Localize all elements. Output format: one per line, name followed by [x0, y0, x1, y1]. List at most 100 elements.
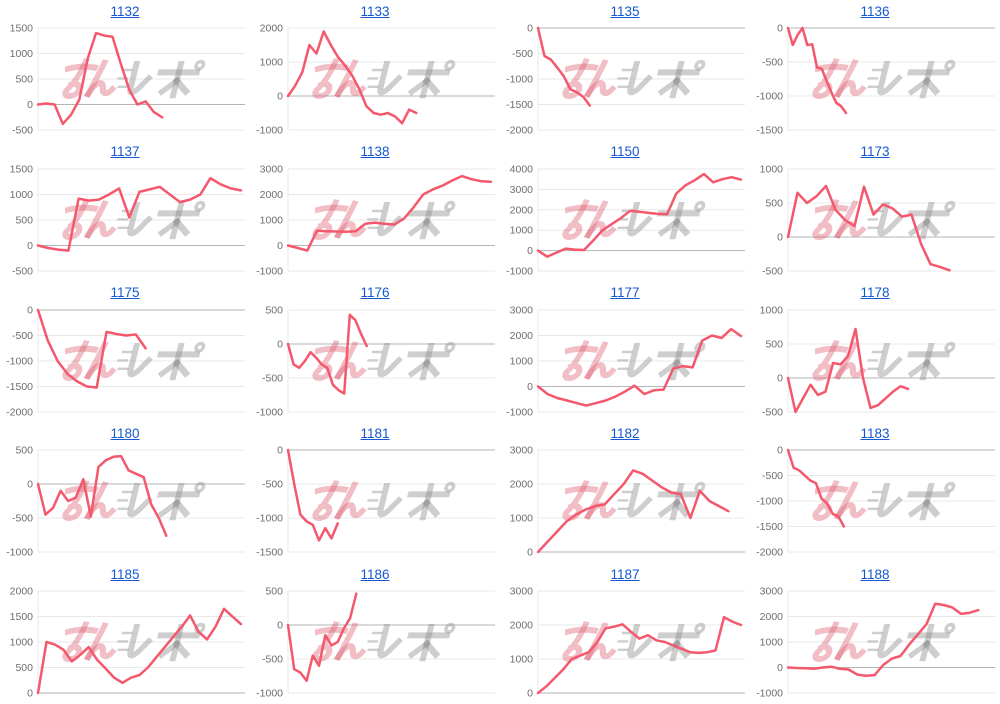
watermark — [62, 58, 206, 99]
chart-title-link-1138[interactable]: 1138 — [360, 144, 390, 160]
svg-text:0: 0 — [27, 688, 33, 700]
svg-text:-1000: -1000 — [506, 265, 533, 277]
svg-text:-1000: -1000 — [256, 406, 283, 418]
chart-title-row: 1180 — [0, 422, 250, 444]
svg-text:0: 0 — [277, 240, 283, 252]
y-axis-labels: 3000 2000 1000 0 — [510, 586, 534, 700]
chart-cell-1178: 1178 1000 500 0 -500 — [750, 282, 1000, 423]
chart-title-link-1177[interactable]: 1177 — [610, 285, 640, 301]
y-axis-labels: 0 -500 -1000 -1500 -2000 — [6, 304, 33, 418]
svg-text:-500: -500 — [762, 406, 783, 418]
svg-text:0: 0 — [27, 240, 33, 252]
svg-text:0: 0 — [277, 445, 283, 457]
data-line — [536, 616, 743, 695]
data-line — [286, 174, 493, 252]
chart-title-row: 1150 — [500, 141, 750, 163]
chart-title-link-1173[interactable]: 1173 — [860, 144, 890, 160]
chart-cell-1185: 1185 2000 1500 1000 500 0 — [0, 563, 250, 704]
watermark — [812, 198, 956, 240]
svg-text:-1000: -1000 — [256, 265, 283, 277]
chart-title-row: 1137 — [0, 141, 250, 163]
svg-text:1000: 1000 — [260, 57, 284, 69]
chart-plot-1181: 0 -500 -1000 -1500 — [256, 445, 495, 559]
svg-text:1000: 1000 — [260, 214, 284, 226]
y-gridlines — [787, 27, 995, 131]
y-axis-labels: 1500 1000 500 0 -500 — [10, 163, 34, 277]
svg-text:-500: -500 — [12, 513, 33, 525]
data-line — [36, 31, 164, 126]
chart-title-link-1185[interactable]: 1185 — [110, 566, 140, 582]
svg-text:1000: 1000 — [760, 163, 784, 175]
chart-title-row: 1182 — [500, 422, 750, 444]
svg-text:-500: -500 — [762, 57, 783, 69]
chart-title-link-1133[interactable]: 1133 — [360, 3, 390, 19]
chart-title-row: 1186 — [250, 563, 500, 585]
chart-title-link-1176[interactable]: 1176 — [360, 285, 390, 301]
chart-cell-1135: 1135 0 -500 -1000 -1500 -2000 — [500, 0, 750, 141]
chart-cell-1176: 1176 500 0 -500 -1000 — [250, 282, 500, 423]
y-gridlines — [37, 309, 245, 413]
svg-text:-1500: -1500 — [506, 99, 533, 111]
chart-title-link-1132[interactable]: 1132 — [110, 3, 140, 19]
chart-plot-1188: 3000 2000 1000 0 -1000 — [756, 586, 995, 700]
data-line — [786, 184, 951, 272]
y-axis-labels: 1500 1000 500 0 -500 — [10, 23, 34, 137]
chart-title-row: 1138 — [250, 141, 500, 163]
svg-text:1000: 1000 — [760, 637, 784, 649]
chart-cell-1188: 1188 3000 2000 1000 0 -1000 — [750, 563, 1000, 704]
chart-plot-1150: 4000 3000 2000 1000 0 -1000 — [506, 163, 745, 277]
watermark — [312, 58, 456, 99]
chart-title-link-1180[interactable]: 1180 — [110, 425, 140, 441]
chart-title-link-1150[interactable]: 1150 — [610, 144, 640, 160]
y-gridlines — [37, 590, 245, 694]
chart-title-link-1183[interactable]: 1183 — [860, 425, 890, 441]
svg-text:1500: 1500 — [10, 23, 34, 35]
svg-text:-1000: -1000 — [6, 547, 33, 559]
y-gridlines — [37, 449, 245, 553]
data-line — [786, 449, 846, 529]
svg-text:-1000: -1000 — [756, 91, 783, 103]
data-line — [36, 176, 243, 252]
y-axis-labels: 2000 1000 0 -1000 — [256, 23, 283, 137]
y-gridlines — [537, 590, 745, 694]
data-line — [536, 469, 730, 554]
svg-text:-1000: -1000 — [506, 74, 533, 86]
svg-text:0: 0 — [527, 23, 533, 35]
svg-text:0: 0 — [527, 245, 533, 257]
chart-cell-1177: 1177 3000 2000 1000 0 -1000 — [500, 282, 750, 423]
svg-text:-1500: -1500 — [756, 125, 783, 137]
data-line — [286, 449, 339, 543]
y-gridlines — [787, 590, 995, 694]
y-axis-labels: 500 0 -500 -1000 — [256, 586, 283, 700]
chart-title-link-1137[interactable]: 1137 — [110, 144, 140, 160]
svg-text:500: 500 — [15, 445, 33, 457]
chart-title-link-1188[interactable]: 1188 — [860, 566, 890, 582]
chart-title-link-1135[interactable]: 1135 — [610, 3, 640, 19]
chart-title-link-1178[interactable]: 1178 — [860, 285, 890, 301]
svg-text:-500: -500 — [262, 654, 283, 666]
y-gridlines — [287, 590, 495, 694]
chart-title-link-1187[interactable]: 1187 — [610, 566, 640, 582]
chart-title-row: 1175 — [0, 282, 250, 304]
chart-title-link-1181[interactable]: 1181 — [360, 425, 390, 441]
watermark — [812, 339, 956, 381]
y-axis-labels: 3000 2000 1000 0 -1000 — [256, 163, 283, 277]
y-gridlines — [787, 309, 995, 413]
y-gridlines — [37, 168, 245, 272]
chart-plot-1173: 1000 500 0 -500 — [760, 163, 995, 277]
svg-text:1500: 1500 — [10, 611, 34, 623]
chart-plot-1187: 3000 2000 1000 0 — [510, 586, 745, 700]
chart-title-link-1182[interactable]: 1182 — [610, 425, 640, 441]
y-gridlines — [37, 27, 245, 131]
chart-plot-1137: 1500 1000 500 0 -500 — [10, 163, 245, 277]
chart-title-link-1136[interactable]: 1136 — [860, 3, 890, 19]
chart-cell-1150: 1150 4000 3000 2000 1000 0 -1000 — [500, 141, 750, 282]
y-gridlines — [787, 449, 995, 553]
chart-cell-1137: 1137 1500 1000 500 0 -500 — [0, 141, 250, 282]
data-line — [286, 30, 418, 125]
chart-title-row: 1132 — [0, 0, 250, 22]
chart-title-link-1175[interactable]: 1175 — [110, 285, 140, 301]
chart-title-link-1186[interactable]: 1186 — [360, 566, 390, 582]
y-gridlines — [537, 168, 745, 272]
